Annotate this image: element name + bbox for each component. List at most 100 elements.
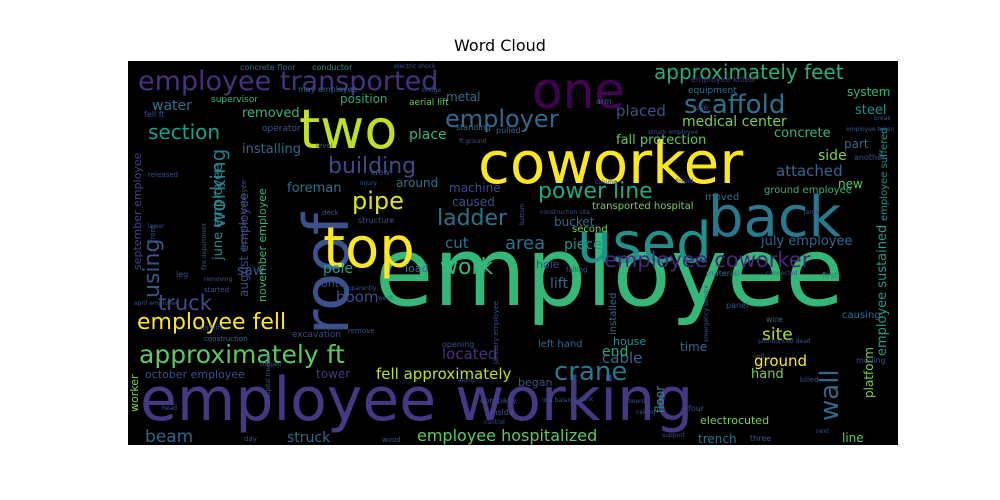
word-june-employee: june employee bbox=[211, 164, 226, 261]
word-electrocuted: electrocuted bbox=[700, 414, 769, 427]
word-employee-coworker: employee coworker bbox=[604, 248, 811, 272]
word-pipe: pipe bbox=[352, 187, 404, 215]
word-truck: truck bbox=[158, 291, 213, 315]
word-around: around bbox=[396, 176, 438, 190]
word-employee-suffered: employee suffered bbox=[879, 127, 890, 221]
word-boom: boom bbox=[336, 288, 379, 306]
word-november-employee: november employee bbox=[256, 188, 269, 302]
word-time: time bbox=[680, 340, 707, 354]
word-employee-taken: employee taken bbox=[846, 126, 895, 133]
word-panel: panel bbox=[726, 301, 748, 310]
word-water: water bbox=[152, 98, 192, 114]
word-new: new bbox=[838, 177, 863, 191]
word-january-employee: january employee bbox=[492, 301, 500, 365]
word-cut: cut bbox=[445, 234, 469, 252]
word-another: another bbox=[854, 153, 886, 162]
word-lift: lift bbox=[550, 276, 568, 292]
word-part: part bbox=[844, 137, 869, 151]
word-employee-fell: employee fell bbox=[137, 310, 286, 335]
word-unit: unit bbox=[753, 353, 765, 360]
word-crew: crew bbox=[371, 168, 390, 177]
word-remove: remove bbox=[348, 327, 375, 335]
word-fall-protection: fall protection bbox=[616, 133, 706, 148]
word-floor: floor bbox=[653, 386, 667, 413]
word-ladder: ladder bbox=[437, 206, 508, 231]
word-april-employee: april employee bbox=[134, 300, 179, 307]
word-next: next bbox=[816, 428, 830, 435]
word-use: use bbox=[694, 103, 708, 112]
word-wall: wall bbox=[815, 369, 845, 421]
word-working: working bbox=[206, 149, 230, 228]
word-removing: removing bbox=[204, 276, 233, 283]
word-employer: employer bbox=[445, 105, 559, 133]
word-lower: lower bbox=[148, 223, 165, 230]
word-fell-approximately: fell approximately bbox=[376, 365, 512, 383]
word-bucket: bucket bbox=[554, 215, 595, 229]
word-moved: moved bbox=[705, 192, 739, 203]
word-coworker: coworker bbox=[478, 129, 743, 197]
word-fell-ft: fell ft bbox=[144, 110, 165, 119]
word-found: found bbox=[676, 178, 693, 185]
word-ground-employee: ground employee bbox=[764, 185, 852, 196]
word-excavation: excavation bbox=[292, 330, 341, 340]
word-july-employee: july employee bbox=[760, 234, 852, 249]
word-control: control bbox=[484, 419, 505, 426]
word-concrete: concrete bbox=[774, 126, 831, 141]
word-power-line: power line bbox=[538, 179, 653, 204]
word-end: end bbox=[602, 344, 628, 360]
word-employee-transported: employee transported bbox=[138, 66, 438, 97]
word-deck: deck bbox=[322, 209, 340, 217]
word-day: day bbox=[244, 435, 257, 443]
word-employee-killed: employee killed bbox=[691, 75, 754, 84]
word-four: four bbox=[688, 404, 705, 413]
word-fire-department: fire department bbox=[201, 222, 208, 270]
word-october-employee: october employee bbox=[145, 368, 245, 381]
word-tank: tank bbox=[580, 396, 594, 403]
word-transported-hospital: transported hospital bbox=[592, 201, 694, 212]
word-opening: opening bbox=[442, 340, 474, 349]
word-support: support bbox=[662, 432, 686, 439]
word-pulled: pulled bbox=[496, 126, 521, 135]
word-lost-balance: lost balance bbox=[542, 397, 579, 404]
word-pronounced-dead: pronounced dead bbox=[758, 338, 811, 345]
word-went: went bbox=[378, 295, 393, 302]
word-may-employee: may employee bbox=[298, 85, 358, 94]
word-employee-hospitalized: employee hospitalized bbox=[417, 426, 597, 445]
word-section: section bbox=[148, 120, 220, 144]
word-aerial-lift: aerial lift bbox=[409, 98, 449, 108]
word-first: first bbox=[822, 271, 838, 280]
word-used: used bbox=[577, 211, 712, 276]
word-cable: cable bbox=[602, 349, 642, 367]
word-board: board bbox=[628, 398, 646, 405]
word-falling: falling bbox=[566, 266, 587, 274]
word-december-employee: december employee bbox=[240, 180, 248, 252]
word-standing: standing bbox=[456, 123, 491, 132]
word-trench: trench bbox=[698, 432, 737, 445]
word-machine: machine bbox=[449, 181, 501, 195]
word-column: column bbox=[595, 179, 617, 186]
word-hand: hand bbox=[751, 367, 784, 382]
word-site: site bbox=[762, 325, 793, 345]
word-large: large bbox=[804, 209, 820, 216]
word-electric-shock: electric shock bbox=[394, 63, 436, 70]
word-construction-site: construction site bbox=[540, 209, 590, 216]
word-using: using bbox=[140, 239, 165, 298]
word-material: material bbox=[706, 269, 739, 278]
word-moving: moving bbox=[856, 356, 886, 365]
word-area: area bbox=[505, 233, 545, 254]
word-tripped: tripped bbox=[260, 361, 282, 368]
word-arm: arm bbox=[596, 97, 612, 106]
word-onto: onto bbox=[321, 277, 346, 290]
word-crane: crane bbox=[554, 357, 627, 387]
word-scaffold: scaffold bbox=[684, 90, 785, 120]
word-employee-working: employee working bbox=[140, 365, 693, 435]
word-caused: caused bbox=[452, 195, 495, 209]
word-work: work bbox=[440, 255, 493, 280]
word-bridge: bridge bbox=[422, 87, 442, 94]
word-construction: construction bbox=[204, 335, 248, 343]
word-located: located bbox=[442, 345, 497, 363]
word-employee-sustained: employee sustained bbox=[875, 225, 890, 356]
word-steel: steel bbox=[855, 103, 886, 118]
word-back: back bbox=[708, 185, 842, 250]
